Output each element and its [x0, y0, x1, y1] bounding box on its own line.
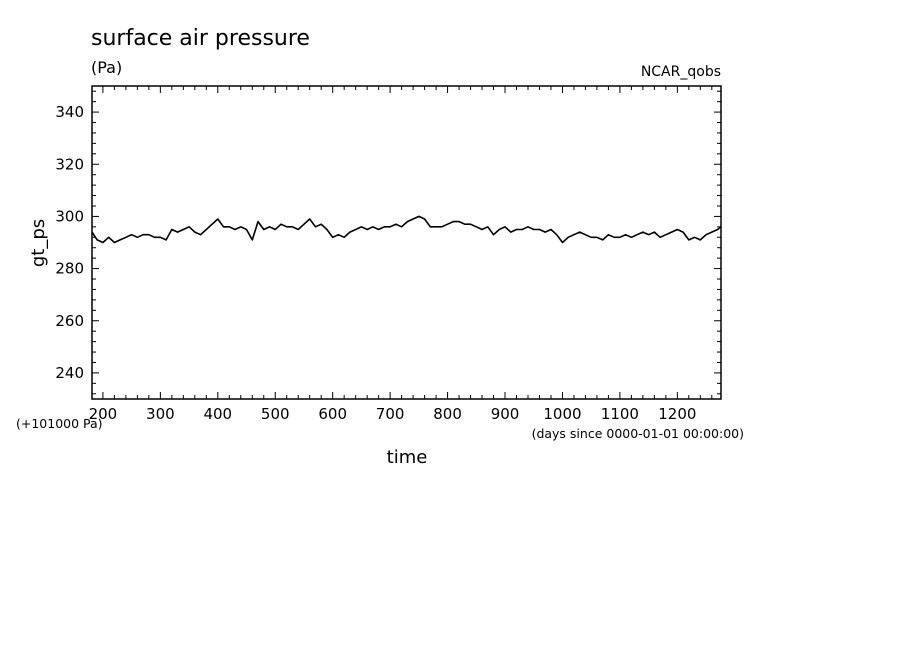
x-axis-title: time — [387, 447, 428, 468]
x-tick-label: 1200 — [658, 405, 696, 423]
y-tick-label: 260 — [55, 312, 84, 330]
x-tick-label: 1100 — [601, 405, 639, 423]
x-tick-label: 700 — [376, 405, 405, 423]
axis-ticks — [92, 86, 721, 399]
x-units-note: (days since 0000-01-01 00:00:00) — [532, 426, 744, 441]
x-tick-label: 300 — [146, 405, 175, 423]
y-tick-label: 340 — [55, 103, 84, 121]
y-axis-title: gt_ps — [28, 219, 49, 267]
x-tick-label: 900 — [491, 405, 520, 423]
series-line — [91, 215, 722, 244]
y-tick-label: 280 — [55, 260, 84, 278]
x-tick-label: 400 — [203, 405, 232, 423]
plot-frame — [91, 85, 722, 400]
chart-title: surface air pressure — [91, 26, 310, 51]
x-tick-labels: 200 300 400 500 600 700 800 900 1000 1100 1200 — [89, 405, 697, 423]
x-tick-label: 500 — [261, 405, 290, 423]
y-tick-label: 240 — [55, 364, 84, 382]
data-source-label: NCAR_qobs — [641, 64, 721, 80]
y-offset-note: (+101000 Pa) — [16, 416, 103, 431]
y-tick-labels: 240 260 280 300 320 340 — [55, 103, 84, 382]
chart-units: (Pa) — [91, 58, 122, 77]
x-tick-label: 1000 — [543, 405, 581, 423]
y-tick-label: 320 — [55, 155, 84, 173]
x-tick-label: 200 — [89, 405, 118, 423]
y-tick-label: 300 — [55, 207, 84, 225]
x-tick-label: 600 — [318, 405, 347, 423]
x-tick-label: 800 — [433, 405, 462, 423]
